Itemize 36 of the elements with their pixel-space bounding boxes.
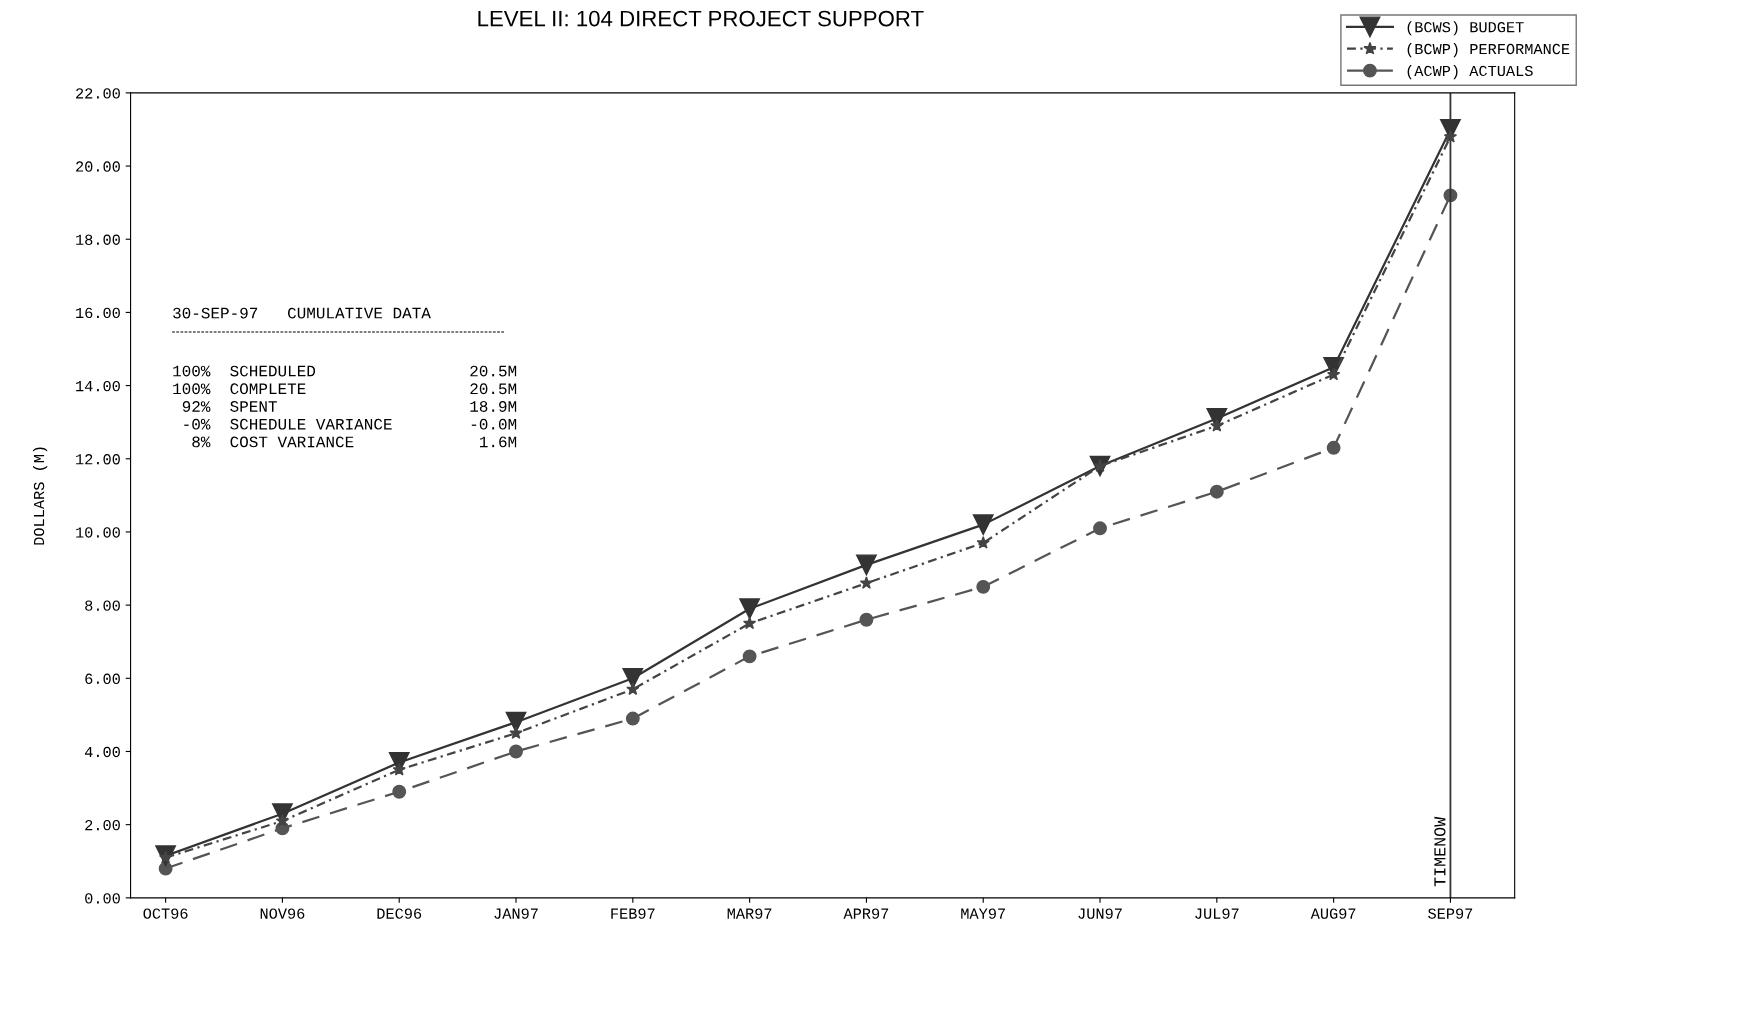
annotation: 92% SPENT 18.9M xyxy=(182,401,517,412)
x-tick-label: JUN97 xyxy=(1078,908,1122,919)
x-tick-label: OCT96 xyxy=(143,908,188,919)
x-tick-label: AUG97 xyxy=(1310,908,1356,919)
x-tick-label: APR97 xyxy=(843,908,889,919)
x-tick-label: SEP97 xyxy=(1428,908,1473,919)
legend-label: (ACWP) ACTUALS xyxy=(1407,64,1533,80)
y-tick-label: 2.00 xyxy=(85,819,120,831)
legend-label: (BCWP) PERFORMANCE xyxy=(1407,43,1570,58)
y-tick-label: 20.00 xyxy=(76,161,120,172)
y-tick-label: 8.00 xyxy=(85,600,120,611)
y-tick-label: 22.00 xyxy=(76,88,120,99)
y-tick-label: 6.00 xyxy=(85,673,120,684)
x-tick-label: MAR97 xyxy=(727,908,772,919)
y-axis-title: DOLLARS (M) xyxy=(32,447,48,545)
annotation: 30-SEP-97 CUMULATIVE DATA xyxy=(173,307,431,319)
x-tick-label: JUL97 xyxy=(1195,908,1239,919)
annotation: 8% COST VARIANCE 1.6M xyxy=(192,436,517,448)
annotation: 100% SCHEDULED 20.5M xyxy=(173,365,517,377)
y-tick-label: 0.00 xyxy=(85,893,120,904)
chart-title: LEVEL II: 104 DIRECT PROJECT SUPPORT xyxy=(478,10,924,27)
x-tick-label: FEB97 xyxy=(611,908,655,919)
x-tick-label: JAN97 xyxy=(494,908,538,919)
x-tick-label: DEC96 xyxy=(377,908,422,919)
y-tick-label: 10.00 xyxy=(76,527,120,538)
annotation: -0% SCHEDULE VARIANCE -0.0M xyxy=(184,418,517,430)
y-tick-label: 14.00 xyxy=(76,380,120,392)
legend-label: (BCWS) BUDGET xyxy=(1407,21,1524,36)
y-tick-label: 16.00 xyxy=(76,307,120,319)
y-tick-label: 12.00 xyxy=(76,454,120,465)
y-tick-label: 18.00 xyxy=(76,234,120,245)
annotation: 100% COMPLETE 20.5M xyxy=(173,383,517,395)
y-tick-label: 4.00 xyxy=(84,746,120,758)
x-tick-label: MAY97 xyxy=(961,908,1005,919)
ref-line-label: TIMENOW xyxy=(1434,816,1446,887)
x-tick-label: NOV96 xyxy=(260,908,305,919)
